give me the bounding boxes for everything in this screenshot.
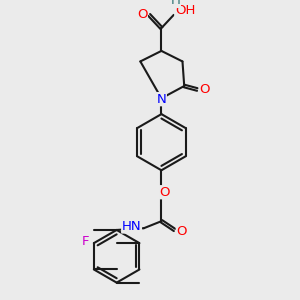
Text: N: N: [157, 93, 166, 106]
Text: O: O: [176, 225, 187, 238]
Text: OH: OH: [175, 4, 195, 17]
Text: HN: HN: [122, 220, 141, 233]
Text: O: O: [199, 83, 210, 96]
Text: O: O: [137, 8, 147, 21]
Text: H: H: [170, 0, 180, 8]
Text: F: F: [81, 235, 89, 248]
Text: O: O: [160, 186, 170, 199]
